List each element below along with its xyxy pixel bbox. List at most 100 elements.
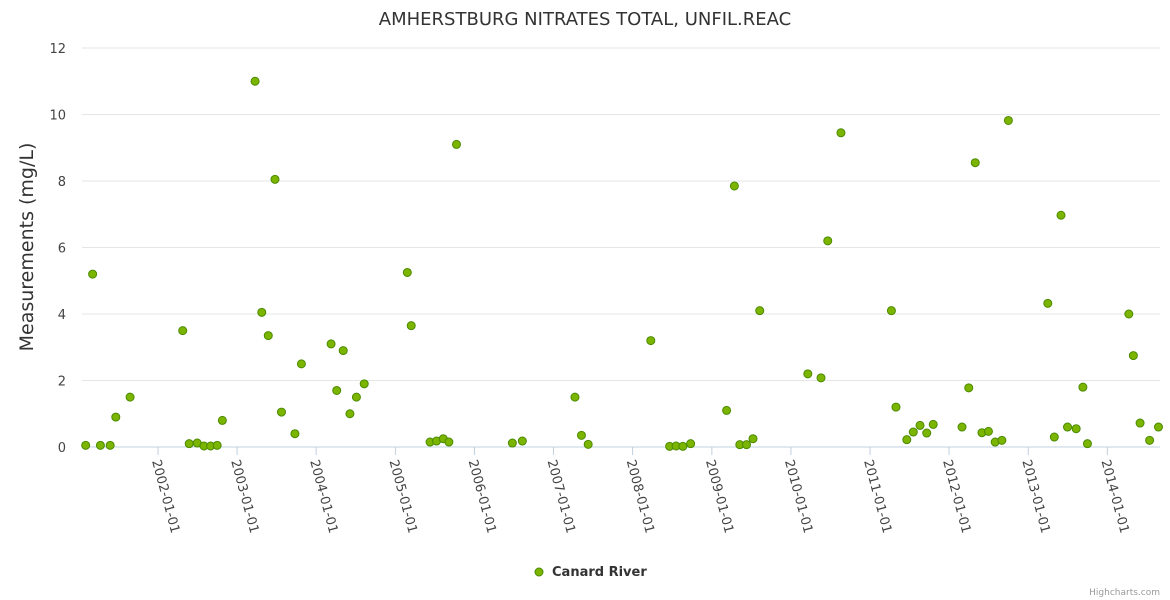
data-point[interactable] xyxy=(816,373,826,383)
y-tick-label: 10 xyxy=(49,109,66,124)
credits-link[interactable]: Highcharts.com xyxy=(1089,588,1160,598)
data-point[interactable] xyxy=(276,407,286,417)
data-point[interactable] xyxy=(406,321,416,331)
y-tick-label: 12 xyxy=(49,42,66,57)
data-point[interactable] xyxy=(111,412,121,422)
y-tick-label: 0 xyxy=(58,441,66,456)
data-point[interactable] xyxy=(345,409,355,419)
data-point[interactable] xyxy=(178,326,188,336)
data-point[interactable] xyxy=(729,181,739,191)
data-point[interactable] xyxy=(1003,115,1013,125)
data-point[interactable] xyxy=(803,369,813,379)
data-point[interactable] xyxy=(1063,422,1073,432)
y-tick-label: 6 xyxy=(58,242,66,257)
data-point[interactable] xyxy=(250,76,260,86)
data-point[interactable] xyxy=(212,440,222,450)
gridlines xyxy=(82,47,1160,448)
data-point[interactable] xyxy=(922,428,932,438)
data-point[interactable] xyxy=(1124,309,1134,319)
y-tick-label: 8 xyxy=(58,175,66,190)
data-point[interactable] xyxy=(1049,432,1059,442)
data-point[interactable] xyxy=(686,439,696,449)
data-point[interactable] xyxy=(105,440,115,450)
data-point[interactable] xyxy=(351,392,361,402)
data-point[interactable] xyxy=(902,435,912,445)
data-point[interactable] xyxy=(338,346,348,356)
data-point[interactable] xyxy=(81,440,91,450)
legend-marker xyxy=(534,567,544,577)
x-tick-label: 2009-01-01 xyxy=(702,458,736,535)
y-tick-label: 4 xyxy=(58,308,66,323)
data-point[interactable] xyxy=(1078,382,1088,392)
data-point[interactable] xyxy=(296,359,306,369)
data-point[interactable] xyxy=(678,441,688,451)
data-point[interactable] xyxy=(217,415,227,425)
data-point[interactable] xyxy=(257,307,267,317)
data-point[interactable] xyxy=(983,426,993,436)
data-point[interactable] xyxy=(1153,422,1163,432)
x-tick-label: 2012-01-01 xyxy=(939,458,973,535)
data-point[interactable] xyxy=(290,429,300,439)
data-point[interactable] xyxy=(1145,435,1155,445)
data-point[interactable] xyxy=(1056,210,1066,220)
data-point[interactable] xyxy=(507,438,517,448)
data-point[interactable] xyxy=(402,267,412,277)
data-point[interactable] xyxy=(125,392,135,402)
data-point[interactable] xyxy=(748,434,758,444)
data-point[interactable] xyxy=(359,379,369,389)
x-tick-label: 2011-01-01 xyxy=(860,458,894,535)
legend[interactable]: Canard River xyxy=(534,565,647,580)
legend-item-canard-river[interactable]: Canard River xyxy=(552,565,647,580)
data-point[interactable] xyxy=(1043,298,1053,308)
y-axis-title: Measurements (mg/L) xyxy=(16,143,38,352)
data-point[interactable] xyxy=(326,339,336,349)
data-point[interactable] xyxy=(332,385,342,395)
data-point[interactable] xyxy=(997,435,1007,445)
data-point[interactable] xyxy=(270,174,280,184)
x-tick-label: 2008-01-01 xyxy=(623,458,657,535)
x-tick-label: 2014-01-01 xyxy=(1098,458,1132,535)
data-point[interactable] xyxy=(722,405,732,415)
data-point[interactable] xyxy=(915,420,925,430)
data-point[interactable] xyxy=(583,439,593,449)
data-point[interactable] xyxy=(576,430,586,440)
data-point[interactable] xyxy=(184,439,194,449)
data-point[interactable] xyxy=(95,440,105,450)
data-point[interactable] xyxy=(755,306,765,316)
data-point[interactable] xyxy=(742,440,752,450)
data-point[interactable] xyxy=(1082,439,1092,449)
data-point[interactable] xyxy=(891,402,901,412)
data-point[interactable] xyxy=(88,269,98,279)
data-point[interactable] xyxy=(1071,424,1081,434)
x-tick-label: 2006-01-01 xyxy=(465,458,499,535)
y-axis: 0 2 4 6 8 10 12 xyxy=(49,42,66,456)
data-point[interactable] xyxy=(1135,418,1145,428)
x-tick-label: 2003-01-01 xyxy=(227,458,261,535)
data-point[interactable] xyxy=(823,236,833,246)
data-point[interactable] xyxy=(928,419,938,429)
data-point[interactable] xyxy=(444,437,454,447)
data-point[interactable] xyxy=(451,139,461,149)
x-axis: 2002-01-01 2003-01-01 2004-01-01 2005-01-01… xyxy=(148,447,1132,535)
data-point[interactable] xyxy=(517,436,527,446)
data-point[interactable] xyxy=(570,392,580,402)
x-tick-label: 2013-01-01 xyxy=(1018,458,1052,535)
data-point[interactable] xyxy=(908,427,918,437)
x-tick-label: 2007-01-01 xyxy=(544,458,578,535)
x-tick-label: 2004-01-01 xyxy=(306,458,340,535)
x-tick-label: 2010-01-01 xyxy=(781,458,815,535)
data-point[interactable] xyxy=(836,128,846,138)
data-point[interactable] xyxy=(263,331,273,341)
series-canard-river[interactable] xyxy=(81,76,1163,451)
data-point[interactable] xyxy=(964,383,974,393)
data-point[interactable] xyxy=(957,422,967,432)
x-tick-label: 2002-01-01 xyxy=(148,458,182,535)
data-point[interactable] xyxy=(1128,351,1138,361)
data-point[interactable] xyxy=(970,158,980,168)
chart-title: AMHERSTBURG NITRATES TOTAL, UNFIL.REAC xyxy=(379,9,791,30)
x-tick-label: 2005-01-01 xyxy=(386,458,420,535)
y-tick-label: 2 xyxy=(58,375,66,390)
data-point[interactable] xyxy=(646,336,656,346)
data-point[interactable] xyxy=(886,306,896,316)
